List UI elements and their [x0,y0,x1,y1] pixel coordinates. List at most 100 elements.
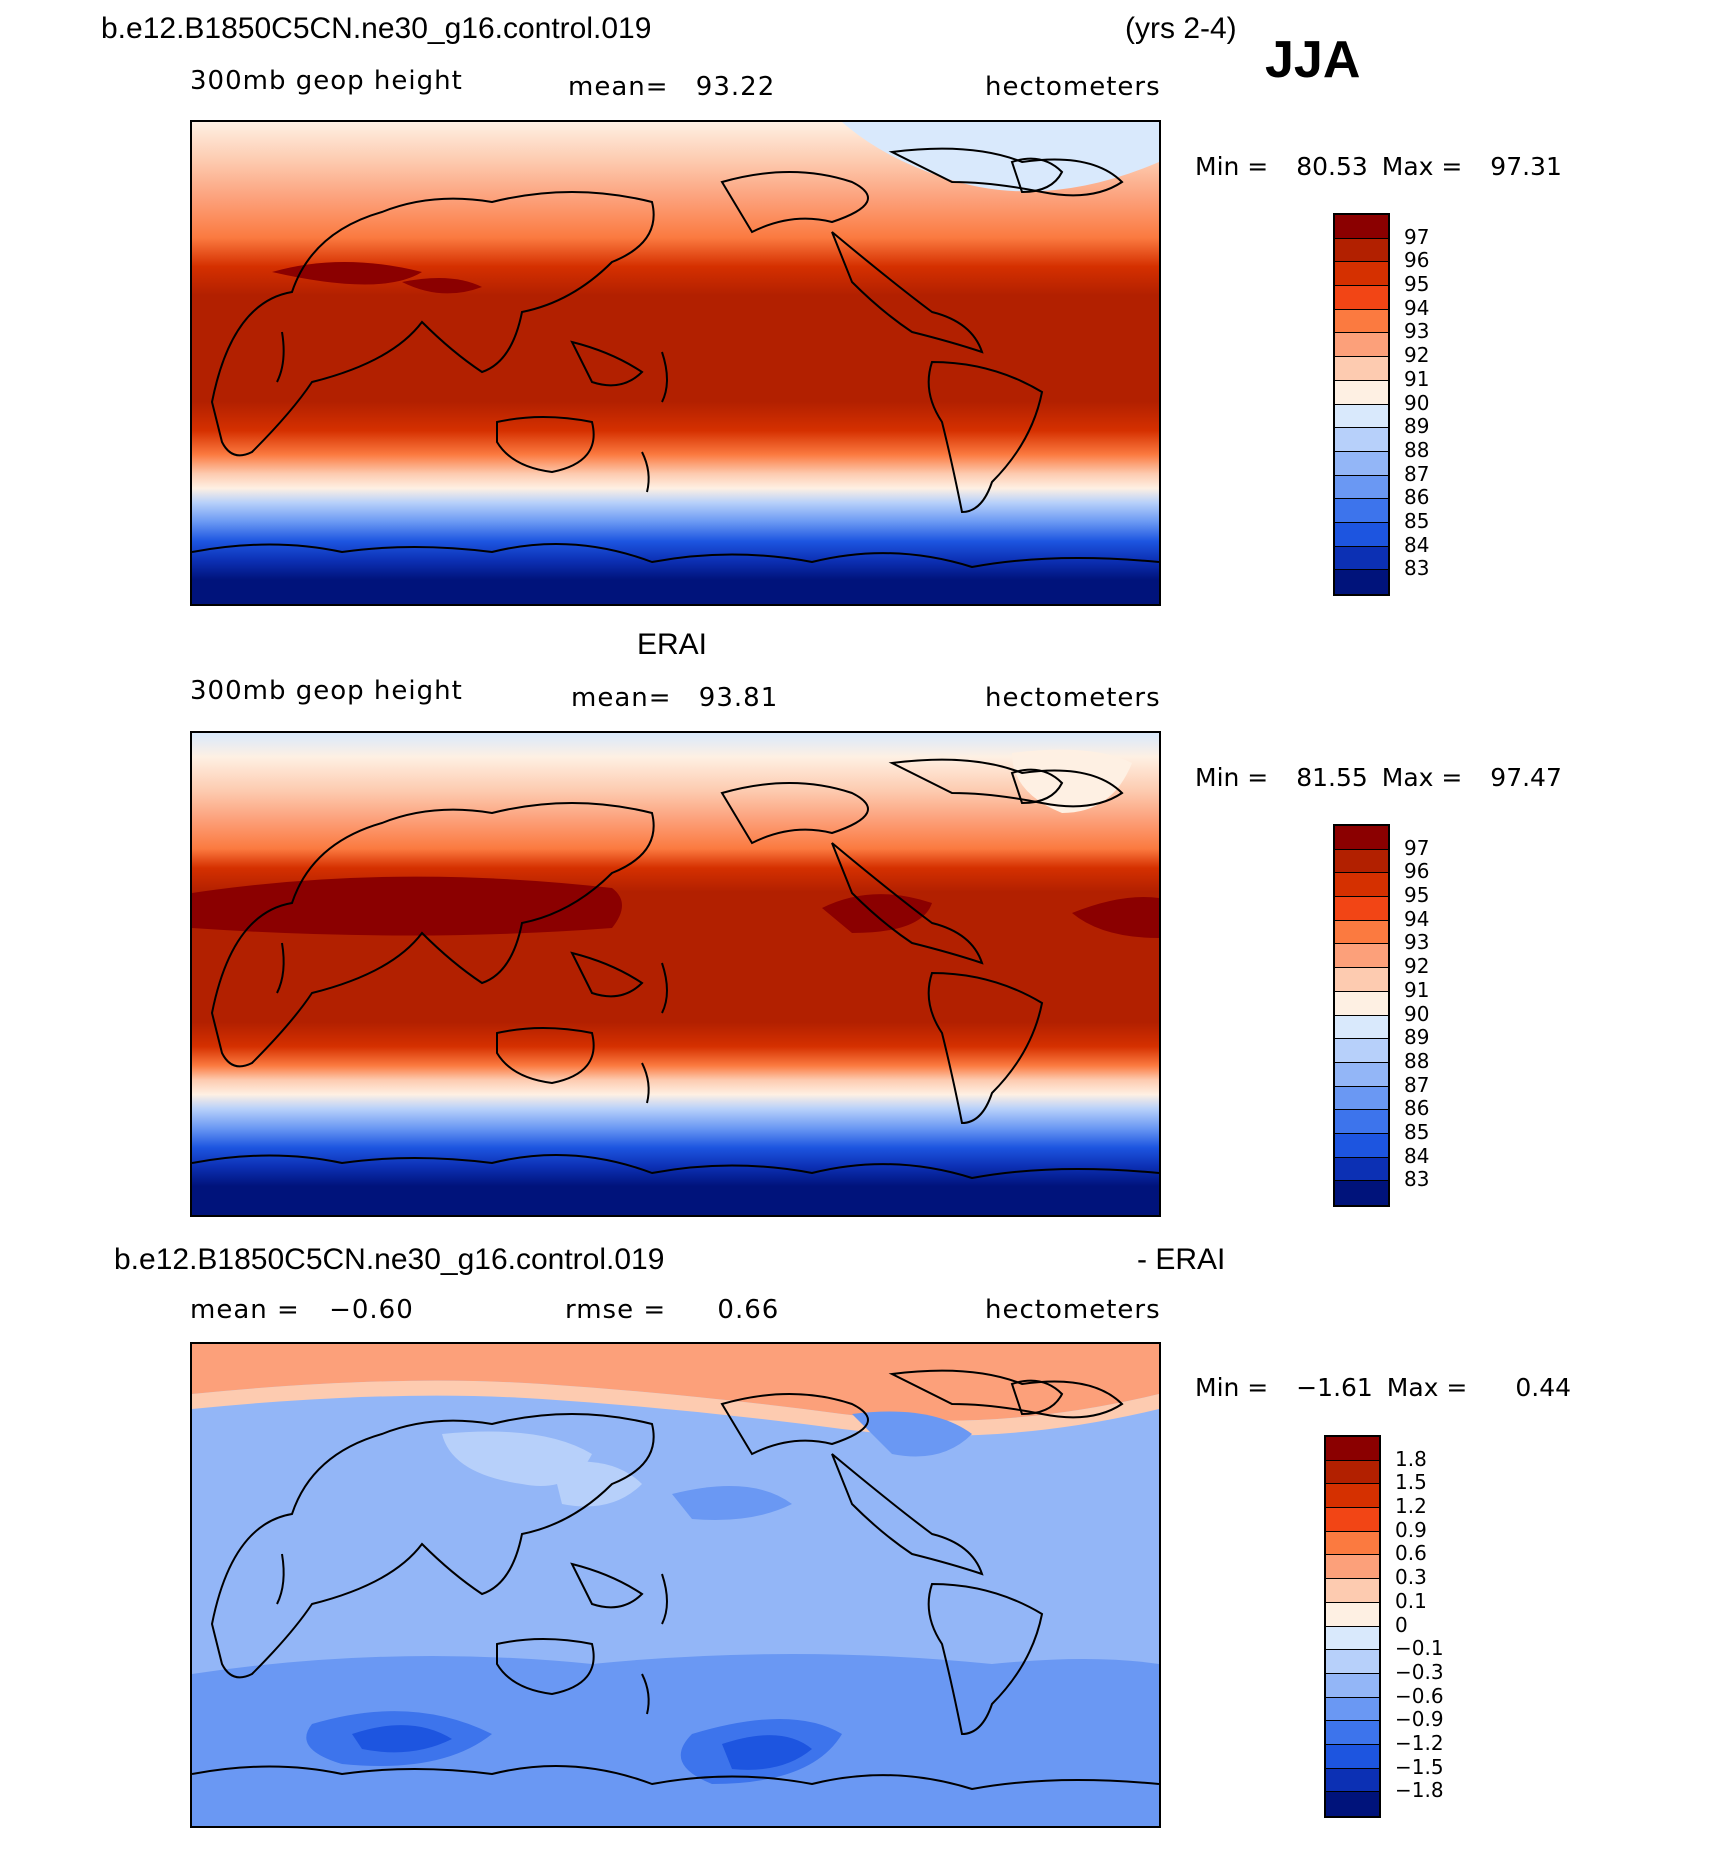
colorbar-tick-label: 0.3 [1395,1565,1427,1590]
panel3-max-label: Max = [1386,1373,1468,1402]
panel3-field [192,1344,1159,1826]
colorbar-tick-label: 84 [1404,532,1430,557]
colorbar-tick-label: −1.8 [1395,1778,1444,1803]
colorbar-tick-label: 88 [1404,437,1430,462]
panel1-mean: mean= 93.22 [568,72,775,102]
colorbar-tick-label: 90 [1404,1001,1430,1026]
colorbar-tick-label: −1.2 [1395,1730,1444,1755]
colorbar-tick-label: −0.1 [1395,1636,1444,1661]
colorbar-swatch [1335,286,1388,310]
panel2-colorbar [1333,824,1390,1207]
panel3-rmse-label: rmse = [565,1295,667,1325]
colorbar-tick-label: 93 [1404,930,1430,955]
colorbar-swatch [1326,1579,1379,1603]
colorbar-swatch [1326,1673,1379,1698]
colorbar-tick-label: 84 [1404,1143,1430,1168]
colorbar-swatch [1326,1721,1379,1745]
colorbar-swatch [1335,333,1388,358]
colorbar-tick-label: 88 [1404,1048,1430,1073]
colorbar-swatch [1335,826,1388,850]
colorbar-swatch [1335,1086,1388,1111]
colorbar-swatch [1335,873,1388,898]
panel3-mean-label: mean = [190,1295,300,1325]
colorbar-swatch [1326,1697,1379,1722]
colorbar-swatch [1335,238,1388,263]
panel1-colorbar [1333,213,1390,596]
panel3-rmse-value: 0.66 [717,1295,780,1325]
colorbar-tick-label: 89 [1404,414,1430,439]
colorbar-tick-label: 97 [1404,224,1430,249]
colorbar-tick-label: 89 [1404,1025,1430,1050]
panel1-min-value: 80.53 [1296,152,1368,181]
colorbar-swatch [1335,570,1388,594]
panel2-units: hectometers [985,683,1161,713]
panel3-minmax: Min = −1.61 Max = 0.44 [1195,1373,1571,1402]
colorbar-swatch [1326,1437,1379,1461]
colorbar-tick-label: −0.3 [1395,1659,1444,1684]
panel2-max-value: 97.47 [1490,763,1562,792]
panel3-rmse: rmse = 0.66 [565,1295,779,1325]
colorbar-tick-label: 83 [1404,1167,1430,1192]
colorbar-tick-label: 95 [1404,272,1430,297]
colorbar-swatch [1335,357,1388,381]
colorbar-swatch [1335,849,1388,874]
panel3-colorbar-labels: 1.8 1.5 1.2 0.9 0.6 0.3 0.1 0 −0.1 −0.3 −0.6 −0.9 −1… [1395,1435,1465,1818]
colorbar-swatch [1335,991,1388,1016]
colorbar-swatch [1335,897,1388,921]
colorbar-tick-label: 91 [1404,977,1430,1002]
colorbar-tick-label: 90 [1404,390,1430,415]
colorbar-swatch [1335,1157,1388,1182]
colorbar-swatch [1335,944,1388,969]
colorbar-tick-label: 94 [1404,295,1430,320]
colorbar-swatch [1335,1110,1388,1134]
panel1-max-label: Max = [1381,152,1463,181]
colorbar-swatch [1335,262,1388,287]
colorbar-tick-label: 85 [1404,1119,1430,1144]
panel3-title-left: b.e12.B1850C5CN.ne30_g16.control.019 [114,1243,665,1276]
colorbar-tick-label: 0.6 [1395,1541,1427,1566]
colorbar-swatch [1335,475,1388,500]
colorbar-swatch [1326,1792,1379,1816]
panel3-max-value: 0.44 [1515,1373,1572,1402]
colorbar-swatch [1326,1531,1379,1556]
colorbar-swatch [1335,522,1388,547]
colorbar-tick-label: 1.5 [1395,1470,1427,1495]
panel1-mean-label: mean= [568,72,669,102]
years-label: (yrs 2-4) [1125,12,1237,45]
colorbar-tick-label: 85 [1404,508,1430,533]
panel2-min-label: Min = [1195,763,1269,792]
colorbar-swatch [1326,1484,1379,1509]
panel3-map [190,1342,1161,1828]
panel2-coastlines [192,758,1159,1180]
colorbar-tick-label: 0 [1395,1612,1408,1637]
colorbar-swatch [1335,1039,1388,1063]
panel1-minmax: Min = 80.53 Max = 97.31 [1195,152,1562,181]
case-title: b.e12.B1850C5CN.ne30_g16.control.019 [101,12,652,45]
colorbar-swatch [1326,1602,1379,1627]
colorbar-tick-label: 96 [1404,859,1430,884]
colorbar-tick-label: −0.6 [1395,1683,1444,1708]
colorbar-swatch [1326,1555,1379,1580]
panel3-min-value: −1.61 [1296,1373,1373,1402]
panel3-colorbar [1324,1435,1381,1818]
colorbar-swatch [1335,404,1388,429]
panel2-colorbar-labels: 97 96 95 94 93 92 91 90 89 88 87 86 85 84 83 [1404,824,1464,1207]
colorbar-tick-label: 96 [1404,248,1430,273]
colorbar-swatch [1335,1062,1388,1087]
season-label: JJA [1265,31,1361,89]
colorbar-tick-label: 1.8 [1395,1446,1427,1471]
colorbar-swatch [1326,1768,1379,1793]
colorbar-swatch [1335,920,1388,945]
colorbar-tick-label: 86 [1404,1096,1430,1121]
panel2-field [192,733,1159,1215]
panel2-mean: mean= 93.81 [571,683,778,713]
panel2-map [190,731,1161,1217]
colorbar-tick-label: 94 [1404,906,1430,931]
panel2-minmax: Min = 81.55 Max = 97.47 [1195,763,1562,792]
panel2-variable: 300mb geop height [190,676,463,706]
colorbar-tick-label: 87 [1404,461,1430,486]
colorbar-swatch [1326,1626,1379,1651]
panel1-units: hectometers [985,72,1161,102]
colorbar-tick-label: 0.1 [1395,1588,1427,1613]
colorbar-swatch [1335,428,1388,452]
